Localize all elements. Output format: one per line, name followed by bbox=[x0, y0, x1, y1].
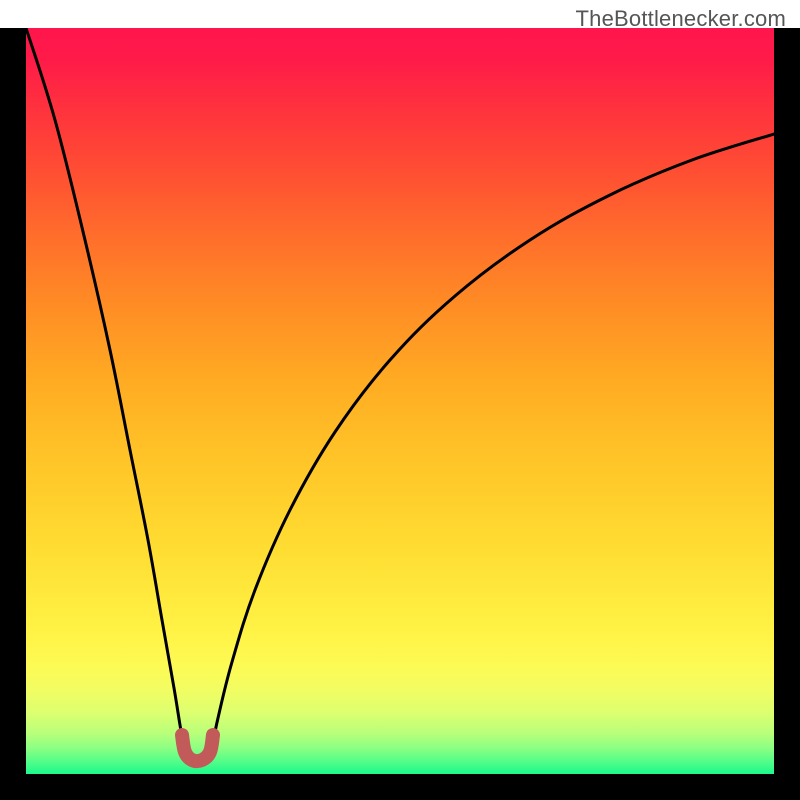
chart-root: TheBottlenecker.com bbox=[0, 0, 800, 800]
gradient-background bbox=[26, 28, 774, 774]
chart-svg bbox=[0, 0, 800, 800]
top-margin bbox=[0, 0, 800, 28]
